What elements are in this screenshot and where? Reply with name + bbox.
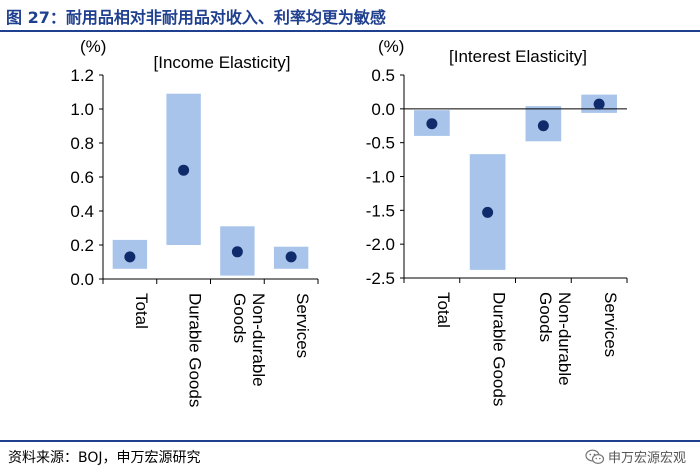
interest-y-tick-label: -2.0 (366, 235, 395, 254)
income-x-tick-label: Goods (230, 293, 249, 343)
income-x-tick-label: Durable Goods (186, 293, 205, 407)
income-x-tick-label: Non-durable (249, 293, 268, 387)
interest-x-tick-label: Goods (536, 292, 555, 342)
income-point (285, 251, 297, 263)
wechat-icon (585, 449, 605, 464)
income-y-tick-label: 1.2 (70, 66, 94, 85)
interest-x-tick-label: Durable Goods (490, 292, 509, 406)
interest-unit-label: (%) (378, 37, 404, 56)
watermark-text: 申万宏源宏观 (607, 451, 686, 466)
interest-point (593, 98, 605, 110)
figure-title: 图 27：耐用品相对非耐用品对收入、利率均更为敏感 (6, 8, 386, 27)
income-y-tick-label: 0.8 (70, 134, 94, 153)
income-point (178, 164, 190, 176)
income-y-tick-label: 0.2 (70, 236, 94, 255)
interest-panel-title: [Interest Elasticity] (449, 47, 587, 66)
income-y-tick-label: 0.0 (70, 270, 94, 289)
income-unit-label: (%) (80, 37, 106, 56)
interest-y-tick-label: -1.0 (366, 168, 395, 187)
income-y-tick-label: 0.6 (70, 168, 94, 187)
income-y-tick-label: 1.0 (70, 100, 94, 119)
interest-y-tick-label: 0.5 (371, 66, 395, 85)
source-note: 资料来源：BOJ，申万宏源研究 (8, 450, 201, 466)
income-x-tick-label: Services (293, 293, 312, 358)
interest-y-tick-label: -2.5 (366, 269, 395, 288)
interest-point (426, 118, 438, 130)
interest-x-tick-label: Total (434, 292, 453, 328)
income-y-tick-label: 0.4 (70, 202, 94, 221)
header-divider (0, 30, 700, 32)
watermark: 申万宏源宏观 (585, 447, 686, 466)
chart-canvas: 1.2 1.0 0.8 0.6 0.4 0.2 0.0 (%) [Income Elastici… (70, 37, 628, 407)
interest-y-tick-label: -0.5 (366, 134, 395, 153)
interest-x-tick-label: Services (601, 292, 620, 357)
interest-point (482, 206, 494, 218)
interest-x-tick-label: Non-durable (555, 292, 574, 386)
income-panel-title: [Income Elasticity] (154, 53, 291, 72)
interest-y-tick-label: -1.5 (366, 201, 395, 220)
footer-divider (0, 440, 700, 442)
interest-point (537, 120, 549, 132)
income-point (231, 246, 243, 258)
income-x-tick-label: Total (132, 293, 151, 329)
income-point (124, 251, 136, 263)
interest-y-tick-label: 0.0 (371, 100, 395, 119)
